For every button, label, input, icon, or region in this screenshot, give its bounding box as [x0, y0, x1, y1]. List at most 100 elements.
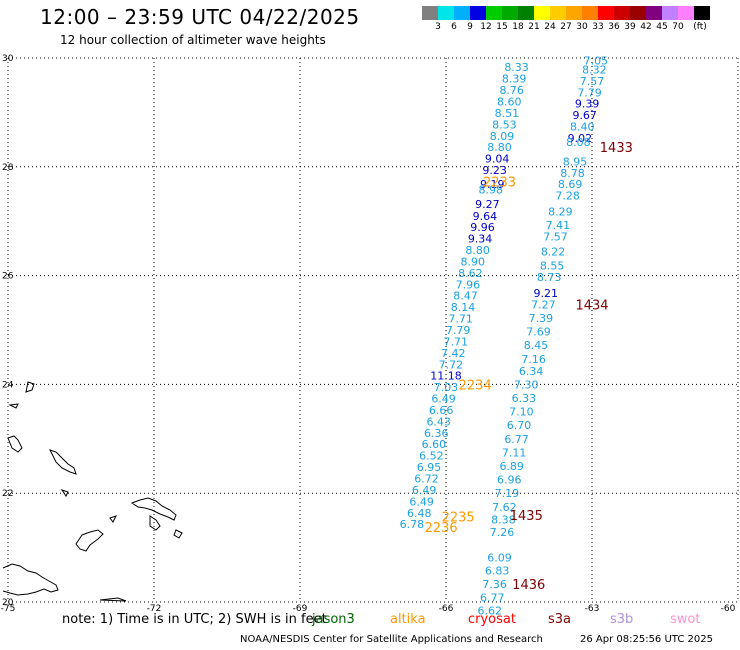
wave-height-value: 9.04	[485, 153, 510, 166]
lon-tick-label: -69	[293, 604, 308, 614]
wave-height-value: 6.36	[424, 427, 449, 440]
credit-line: NOAA/NESDIS Center for Satellite Applica…	[240, 634, 543, 645]
color-swatch	[422, 6, 438, 20]
wave-height-value: 11.18	[430, 370, 462, 383]
wave-height-value: 7.42	[441, 347, 466, 360]
color-swatch	[502, 6, 518, 20]
wave-height-value: 8.55	[540, 259, 565, 272]
wave-height-value: 6.62	[478, 605, 503, 618]
island-coast	[75, 529, 104, 552]
pass-time-label: 2233	[483, 175, 516, 190]
wave-height-value: 6.33	[512, 392, 537, 405]
wave-height-value: 8.69	[558, 178, 583, 191]
color-scale-label: 33	[592, 22, 604, 32]
satellite-legend-item: s3b	[610, 612, 634, 627]
wave-height-value: 6.96	[497, 474, 522, 487]
wave-height-value: 6.77	[480, 592, 505, 605]
wave-height-value: 7.72	[439, 358, 464, 371]
color-swatch	[454, 6, 470, 20]
wave-height-value: 7.41	[546, 219, 571, 232]
color-scale-label: 39	[624, 22, 636, 32]
wave-height-value: 8.32	[582, 63, 607, 76]
wave-height-value: 7.11	[502, 446, 527, 459]
color-scale-label: 24	[544, 22, 556, 32]
color-swatch	[678, 6, 694, 20]
wave-height-value: 7.27	[531, 298, 556, 311]
wave-height-value: 6.95	[417, 461, 442, 474]
wave-height-value: 8.51	[495, 107, 520, 120]
wave-height-value: 7.28	[555, 190, 580, 203]
island-coast	[7, 435, 23, 453]
wave-height-value: 9.02	[568, 132, 593, 145]
color-swatch	[550, 6, 566, 20]
wave-height-value: 6.83	[485, 564, 510, 577]
wave-height-value: 7.96	[456, 278, 481, 291]
wave-height-value: 8.39	[502, 73, 527, 86]
island-coast	[149, 515, 161, 531]
wave-height-value: 6.49	[431, 393, 456, 406]
wave-height-value: 7.79	[446, 324, 471, 337]
wave-height-value: 7.39	[529, 312, 554, 325]
wave-height-value: 6.09	[487, 551, 512, 564]
island-coast	[49, 449, 77, 475]
wave-height-value: 8.95	[563, 155, 588, 168]
wave-height-value: 8.80	[487, 141, 512, 154]
wave-height-value: 7.62	[492, 501, 517, 514]
color-swatch	[630, 6, 646, 20]
lon-tick-label: -60	[721, 604, 736, 614]
island-coast	[99, 597, 127, 602]
wave-height-value: 8.14	[451, 301, 476, 314]
lat-tick-label: 28	[2, 163, 14, 173]
lat-tick-label: 30	[2, 54, 14, 64]
color-scale-label: (ft)	[693, 22, 707, 32]
wave-height-value: 8.08	[566, 136, 591, 149]
pass-time-label: 1433	[600, 141, 633, 156]
wave-height-value: 9.21	[534, 287, 559, 300]
wave-height-value: 8.80	[465, 244, 490, 257]
hispaniola-coast	[2, 563, 59, 596]
wave-height-value: 9.23	[482, 164, 507, 177]
wave-height-value: 7.19	[495, 487, 520, 500]
lat-tick-label: 22	[2, 489, 13, 499]
color-swatch	[518, 6, 534, 20]
wave-height-value: 9.39	[575, 98, 600, 111]
wave-height-value: 8.90	[461, 255, 486, 268]
wave-height-value: 6.78	[400, 518, 425, 531]
wave-height-value: 8.47	[453, 290, 478, 303]
color-scale-label: 42	[640, 22, 652, 32]
wave-height-value: 6.72	[414, 473, 439, 486]
map-title: 12:00 – 23:59 UTC 04/22/2025	[40, 5, 360, 29]
wave-height-value: 7.36	[482, 578, 507, 591]
map-note: note: 1) Time is in UTC; 2) SWH is in fe…	[62, 612, 327, 627]
color-scale-bar	[422, 6, 710, 20]
color-swatch	[486, 6, 502, 20]
island-coast	[130, 497, 177, 521]
color-swatch	[566, 6, 582, 20]
color-scale-label: 45	[656, 22, 668, 32]
wave-height-value: 8.09	[490, 130, 515, 143]
wave-height-value: 8.45	[524, 339, 549, 352]
color-swatch	[534, 6, 550, 20]
satellite-legend-item: jason3	[312, 612, 355, 627]
color-scale-label: 9	[467, 22, 473, 32]
color-swatch	[582, 6, 598, 20]
wave-height-value: 7.03	[434, 381, 459, 394]
pass-time-label: 2236	[425, 521, 458, 536]
pass-time-label: 1434	[575, 298, 608, 313]
wave-height-value: 7.69	[526, 326, 551, 339]
lat-tick-label: 24	[2, 380, 14, 390]
pass-time-label: 2235	[442, 511, 475, 526]
wave-height-value: 6.49	[409, 495, 434, 508]
wave-height-value: 8.60	[497, 96, 522, 109]
wave-height-value: 9.19	[480, 178, 505, 191]
island-coast	[173, 529, 183, 539]
wave-height-value: 7.57	[580, 75, 605, 88]
color-scale-label: 27	[560, 22, 572, 32]
lon-tick-label: -75	[1, 604, 16, 614]
island-coast	[25, 381, 35, 393]
wave-height-value: 8.73	[537, 271, 562, 284]
satellite-legend-item: altika	[390, 612, 426, 627]
color-swatch	[662, 6, 678, 20]
wave-height-value: 6.52	[419, 450, 444, 463]
wave-height-value: 8.40	[570, 121, 595, 134]
